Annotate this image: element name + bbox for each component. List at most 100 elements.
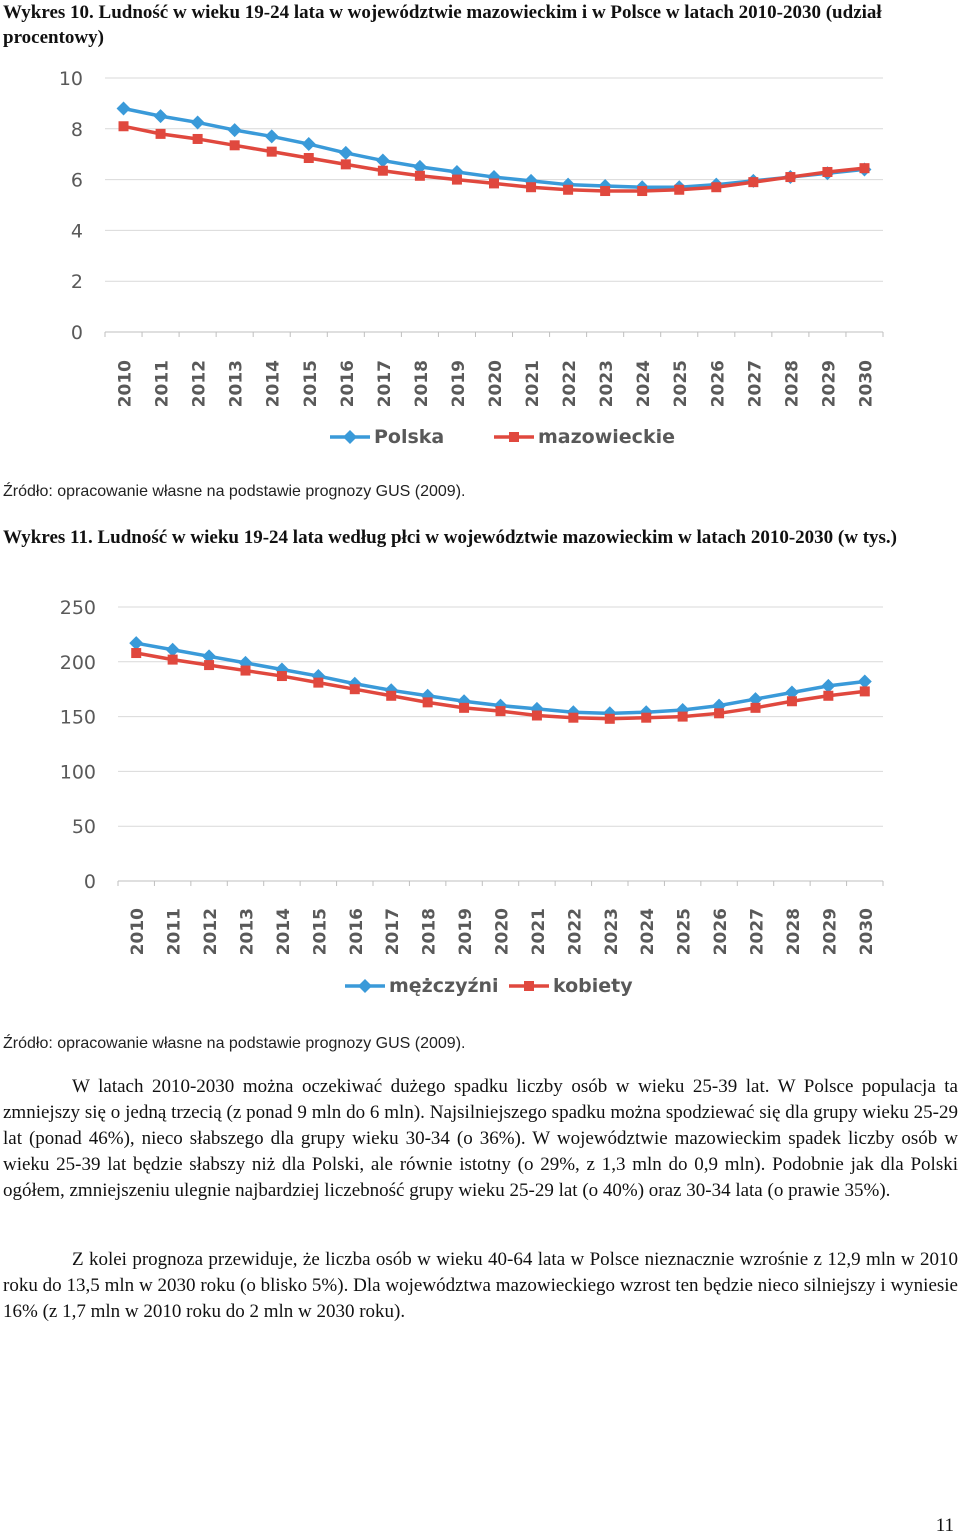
x-tick-label: 2017	[375, 360, 395, 407]
x-tick-label: 2019	[456, 908, 476, 955]
data-point	[748, 177, 759, 188]
figure-11-line-chart: 0 50 100 150 200 250 2010 2011 2012 2013 2014 2015 2…	[60, 597, 884, 997]
x-tick-label: 2028	[782, 360, 802, 407]
x-tick-label: 2014	[274, 908, 294, 955]
figure-11-source: Źródło: opracowanie własne na podstawie …	[3, 1035, 466, 1052]
body-paragraph-2: Z kolei prognoza przewiduje, że liczba o…	[3, 1249, 958, 1322]
data-point	[313, 677, 324, 688]
data-point	[165, 642, 180, 657]
legend-label: kobiety	[553, 975, 633, 997]
data-point	[857, 674, 872, 689]
x-tick-label: 2018	[412, 360, 432, 407]
data-point	[712, 698, 727, 713]
legend-swatch-marker	[524, 981, 534, 991]
data-point	[153, 109, 168, 124]
x-tick-label: 2024	[638, 908, 658, 955]
data-point	[451, 174, 462, 185]
legend-swatch-marker	[509, 432, 519, 442]
x-tick-label: 2018	[420, 908, 440, 955]
data-point	[386, 690, 397, 701]
data-point	[859, 163, 870, 174]
data-point	[227, 123, 242, 138]
legend-label: Polska	[374, 426, 444, 448]
y-tick-label: 100	[60, 761, 96, 783]
legend-label: mazowieckie	[538, 426, 675, 448]
x-tick-label: 2015	[301, 360, 321, 407]
y-tick-label: 10	[59, 68, 83, 90]
y-tick-label: 0	[71, 322, 83, 344]
x-tick-label: 2024	[634, 360, 654, 407]
data-point	[192, 133, 203, 144]
x-tick-label: 2016	[347, 908, 367, 955]
data-point	[375, 153, 390, 168]
data-point	[301, 137, 316, 152]
x-tick-label: 2011	[153, 360, 173, 407]
x-tick-label: 2013	[227, 360, 247, 407]
figure-11-caption: Wykres 11. Ludność w wieku 19-24 lata we…	[3, 527, 898, 548]
x-tick-label: 2020	[486, 360, 506, 407]
figure-10-line-chart: 0 2 4 6 8 10 2010 2011 2012 2013 2014 2015 2016 2017 2…	[59, 68, 884, 448]
legend-swatch-marker	[358, 979, 372, 993]
x-tick-label: 2016	[338, 360, 358, 407]
data-point	[459, 702, 470, 713]
data-point	[526, 182, 537, 193]
x-tick-label: 2029	[819, 360, 839, 407]
x-tick-label: 2021	[523, 360, 543, 407]
data-point	[349, 684, 360, 695]
y-tick-label: 50	[72, 816, 96, 838]
x-tick-label: 2026	[711, 908, 731, 955]
y-tick-label: 0	[84, 871, 96, 893]
data-point	[266, 146, 277, 157]
data-point	[785, 172, 796, 183]
data-point	[822, 166, 833, 177]
data-point	[784, 685, 799, 700]
data-point	[264, 129, 279, 144]
data-point	[859, 686, 870, 697]
page-number: 11	[935, 1515, 954, 1536]
x-tick-label: 2025	[671, 360, 691, 407]
x-tick-label: 2026	[708, 360, 728, 407]
data-point	[786, 696, 797, 707]
data-point	[167, 654, 178, 665]
data-point	[750, 702, 761, 713]
data-point	[338, 145, 353, 160]
x-tick-label: 2021	[529, 908, 549, 955]
y-tick-label: 200	[60, 652, 96, 674]
data-point	[414, 170, 425, 181]
x-tick-label: 2022	[565, 908, 585, 955]
data-point	[116, 101, 131, 116]
x-tick-label: 2027	[745, 360, 765, 407]
data-point	[412, 159, 427, 174]
figure-10-source: Źródło: opracowanie własne na podstawie …	[3, 483, 466, 500]
data-point	[674, 184, 685, 195]
data-point	[129, 636, 144, 651]
x-tick-label: 2019	[449, 360, 469, 407]
data-point	[531, 710, 542, 721]
data-point	[637, 186, 648, 197]
data-point	[641, 712, 652, 723]
y-tick-label: 8	[71, 119, 83, 141]
x-tick-label: 2025	[675, 908, 695, 955]
x-tick-label: 2014	[264, 360, 284, 407]
legend-swatch-marker	[343, 430, 357, 444]
data-point	[340, 159, 351, 170]
data-point	[821, 678, 836, 693]
y-tick-label: 250	[60, 597, 96, 619]
x-tick-label: 2010	[128, 908, 148, 955]
data-point	[276, 671, 287, 682]
x-tick-label: 2027	[748, 908, 768, 955]
x-tick-label: 2023	[602, 908, 622, 955]
data-point	[602, 706, 617, 721]
data-point	[600, 186, 611, 197]
y-tick-label: 2	[71, 271, 83, 293]
data-point	[240, 665, 251, 676]
data-point	[422, 697, 433, 708]
x-tick-label: 2013	[238, 908, 258, 955]
data-point	[118, 121, 129, 132]
data-point	[748, 692, 763, 707]
x-tick-label: 2020	[493, 908, 513, 955]
x-tick-label: 2030	[857, 908, 877, 955]
data-point	[489, 178, 499, 189]
x-tick-label: 2028	[784, 908, 804, 955]
data-point	[131, 648, 142, 659]
